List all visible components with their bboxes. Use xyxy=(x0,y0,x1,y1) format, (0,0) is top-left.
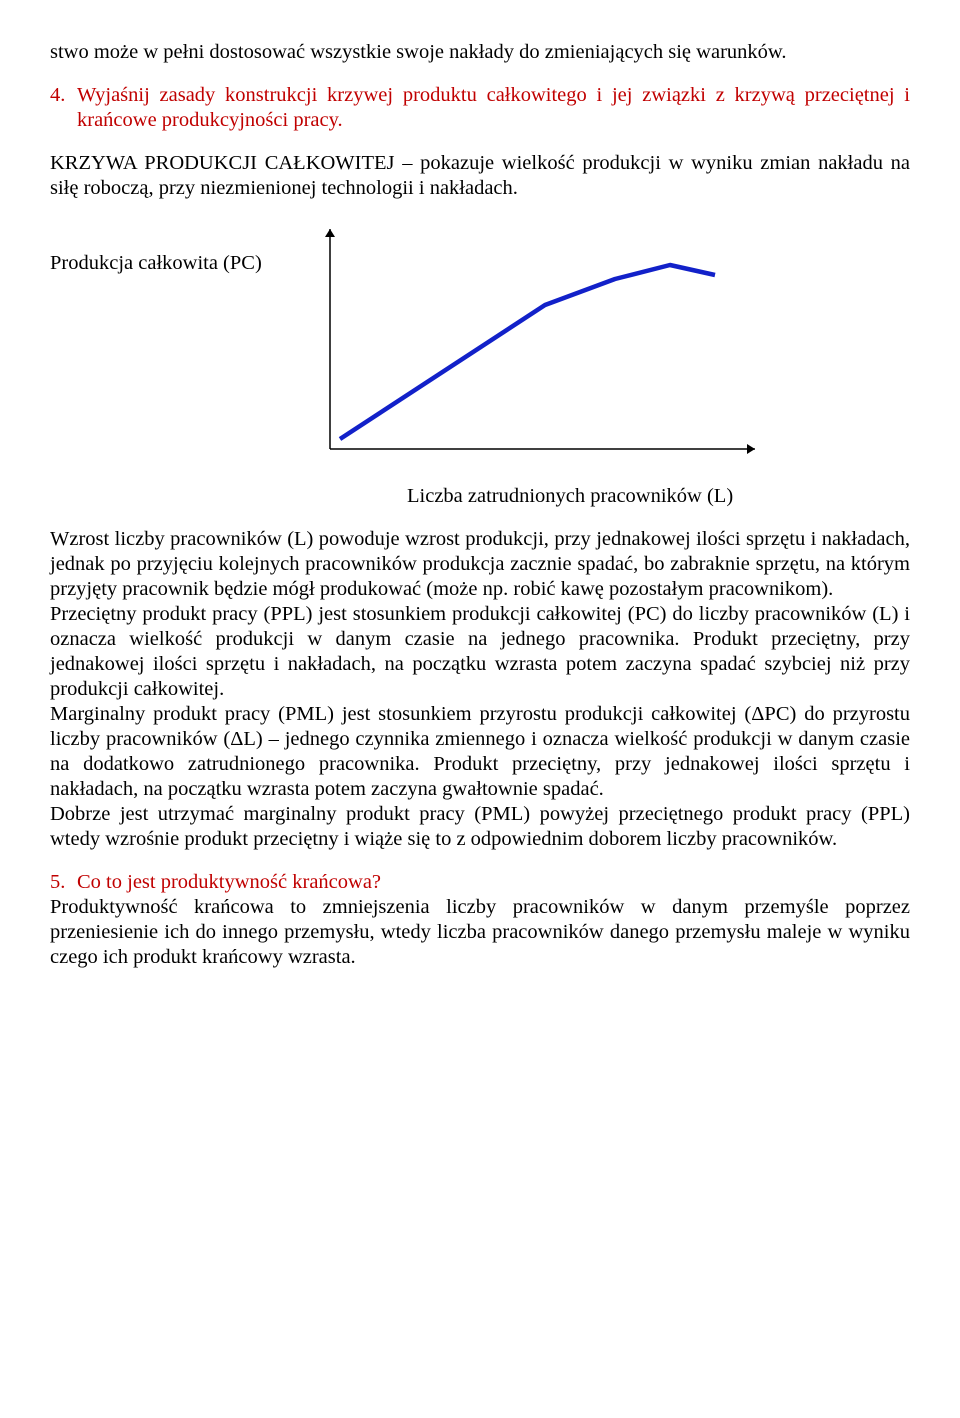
question-4-number: 4. xyxy=(50,83,77,133)
paragraph-produktywnosc-krancowa: Produktywność krańcowa to zmniejszenia l… xyxy=(50,895,910,970)
question-5-number: 5. xyxy=(50,870,77,895)
question-5-text: Co to jest produktywność krańcowa? xyxy=(77,870,910,895)
paragraph-dobrze: Dobrze jest utrzymać marginalny produkt … xyxy=(50,802,910,852)
paragraph-wzrost: Wzrost liczby pracowników (L) powoduje w… xyxy=(50,527,910,602)
paragraph-top: stwo może w pełni dostosować wszystkie s… xyxy=(50,40,910,65)
question-5: 5. Co to jest produktywność krańcowa? xyxy=(50,870,910,895)
chart-y-axis-label: Produkcja całkowita (PC) xyxy=(50,251,262,276)
chart-svg xyxy=(285,219,765,479)
question-4: 4. Wyjaśnij zasady konstrukcji krzywej p… xyxy=(50,83,910,133)
question-4-text: Wyjaśnij zasady konstrukcji krzywej prod… xyxy=(77,83,910,133)
chart-x-axis-label: Liczba zatrudnionych pracowników (L) xyxy=(407,484,733,509)
paragraph-ppl: Przeciętny produkt pracy (PPL) jest stos… xyxy=(50,602,910,702)
paragraph-pml: Marginalny produkt pracy (PML) jest stos… xyxy=(50,702,910,802)
paragraph-krzywa: KRZYWA PRODUKCJI CAŁKOWITEJ – pokazuje w… xyxy=(50,151,910,201)
chart-produkcja-calkowita: Produkcja całkowita (PC) Liczba zatrudni… xyxy=(50,219,910,509)
